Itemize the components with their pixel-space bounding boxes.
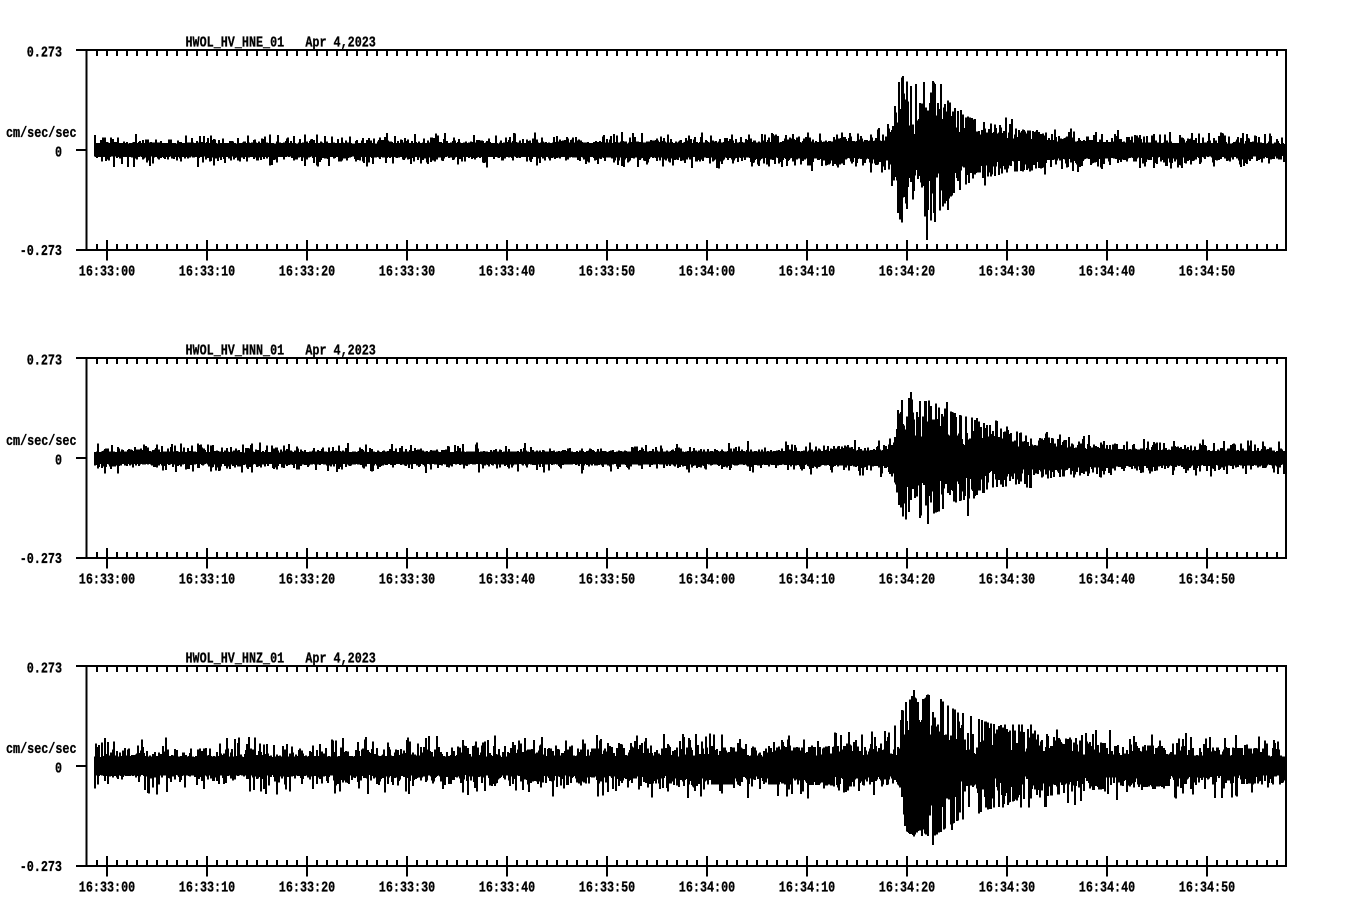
svg-text:0: 0 bbox=[55, 453, 62, 470]
svg-text:16:34:10: 16:34:10 bbox=[779, 572, 835, 589]
svg-text:0: 0 bbox=[55, 145, 62, 162]
svg-text:HWOL_HV_HNE_01 Apr 4,2023: HWOL_HV_HNE_01 Apr 4,2023 bbox=[186, 35, 376, 52]
svg-text:0: 0 bbox=[55, 761, 62, 778]
svg-text:16:33:50: 16:33:50 bbox=[579, 264, 635, 281]
svg-text:16:33:50: 16:33:50 bbox=[579, 880, 635, 897]
svg-text:16:33:40: 16:33:40 bbox=[479, 572, 535, 589]
svg-text:0.273: 0.273 bbox=[27, 353, 62, 370]
svg-text:cm/sec/sec: cm/sec/sec bbox=[6, 741, 77, 758]
svg-text:HWOL_HV_HNN_01 Apr 4,2023: HWOL_HV_HNN_01 Apr 4,2023 bbox=[186, 343, 376, 360]
svg-text:16:34:20: 16:34:20 bbox=[879, 264, 935, 281]
svg-text:16:33:20: 16:33:20 bbox=[279, 880, 335, 897]
svg-text:16:33:40: 16:33:40 bbox=[479, 264, 535, 281]
svg-text:16:34:00: 16:34:00 bbox=[679, 880, 735, 897]
svg-text:16:33:40: 16:33:40 bbox=[479, 880, 535, 897]
svg-text:16:33:30: 16:33:30 bbox=[379, 572, 435, 589]
svg-text:16:33:10: 16:33:10 bbox=[179, 264, 235, 281]
svg-text:16:34:00: 16:34:00 bbox=[679, 572, 735, 589]
svg-text:-0.273: -0.273 bbox=[20, 859, 62, 876]
svg-text:16:34:40: 16:34:40 bbox=[1079, 572, 1135, 589]
svg-text:0.273: 0.273 bbox=[27, 661, 62, 678]
svg-text:16:34:10: 16:34:10 bbox=[779, 264, 835, 281]
svg-text:0.273: 0.273 bbox=[27, 45, 62, 62]
svg-text:HWOL_HV_HNZ_01 Apr 4,2023: HWOL_HV_HNZ_01 Apr 4,2023 bbox=[186, 651, 376, 668]
svg-text:16:34:40: 16:34:40 bbox=[1079, 264, 1135, 281]
svg-text:16:33:00: 16:33:00 bbox=[79, 880, 135, 897]
svg-text:16:33:20: 16:33:20 bbox=[279, 264, 335, 281]
svg-text:-0.273: -0.273 bbox=[20, 551, 62, 568]
svg-text:16:33:10: 16:33:10 bbox=[179, 572, 235, 589]
svg-text:-0.273: -0.273 bbox=[20, 243, 62, 260]
svg-text:16:33:30: 16:33:30 bbox=[379, 880, 435, 897]
svg-text:16:34:40: 16:34:40 bbox=[1079, 880, 1135, 897]
svg-text:16:33:50: 16:33:50 bbox=[579, 572, 635, 589]
svg-text:cm/sec/sec: cm/sec/sec bbox=[6, 125, 77, 142]
svg-text:16:33:30: 16:33:30 bbox=[379, 264, 435, 281]
svg-text:16:34:00: 16:34:00 bbox=[679, 264, 735, 281]
svg-text:cm/sec/sec: cm/sec/sec bbox=[6, 433, 77, 450]
svg-text:16:34:50: 16:34:50 bbox=[1179, 264, 1235, 281]
svg-text:16:34:20: 16:34:20 bbox=[879, 880, 935, 897]
svg-text:16:33:10: 16:33:10 bbox=[179, 880, 235, 897]
svg-text:16:34:30: 16:34:30 bbox=[979, 264, 1035, 281]
svg-text:16:34:50: 16:34:50 bbox=[1179, 572, 1235, 589]
svg-text:16:33:00: 16:33:00 bbox=[79, 264, 135, 281]
svg-text:16:34:30: 16:34:30 bbox=[979, 572, 1035, 589]
svg-text:16:34:20: 16:34:20 bbox=[879, 572, 935, 589]
svg-text:16:34:30: 16:34:30 bbox=[979, 880, 1035, 897]
svg-text:16:34:50: 16:34:50 bbox=[1179, 880, 1235, 897]
svg-text:16:33:00: 16:33:00 bbox=[79, 572, 135, 589]
svg-text:16:34:10: 16:34:10 bbox=[779, 880, 835, 897]
svg-text:16:33:20: 16:33:20 bbox=[279, 572, 335, 589]
